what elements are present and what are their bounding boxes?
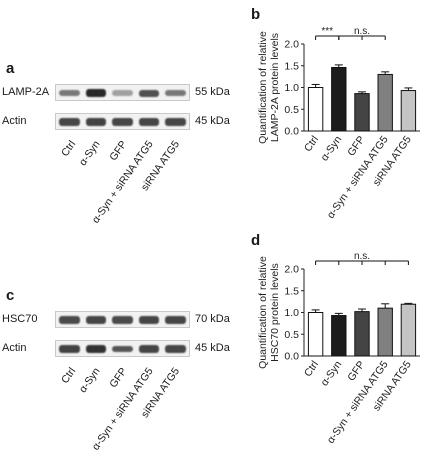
blot-band: [85, 89, 107, 97]
x-tick-label: α-Syn: [319, 134, 345, 164]
y-tick-label: 1.5: [284, 60, 299, 72]
blot-band: [112, 118, 133, 126]
significance-label: n.s.: [354, 251, 370, 262]
bar: [377, 307, 393, 357]
blot-band: [59, 118, 80, 126]
y-tick-label: 1.0: [284, 307, 299, 319]
bar: [354, 93, 370, 132]
x-tick-label: α-Syn + siRNA ATG5: [325, 134, 391, 221]
panel-letter-b: b: [251, 6, 261, 23]
blot-strip: [55, 113, 190, 130]
blot-kda-label: 45 kDa: [195, 342, 230, 354]
blot-band: [85, 345, 107, 353]
blot-band: [165, 89, 186, 97]
y-tick-label: 0.5: [284, 104, 299, 116]
blot-strip: [55, 84, 190, 101]
y-axis-label: LAMP-2A protein levels: [269, 33, 281, 142]
y-tick-label: 2.0: [284, 39, 299, 51]
blot-band: [112, 90, 133, 96]
blot-kda-label: 70 kDa: [195, 313, 230, 325]
x-tick-label: siRNA ATG5: [371, 359, 414, 414]
x-tick-label: α-Syn: [319, 359, 345, 389]
blot-strip: [55, 340, 190, 357]
y-tick-label: 0.0: [284, 351, 299, 363]
blot-row-label: HSC70: [2, 313, 38, 325]
blot-band: [112, 345, 133, 353]
blot-band: [138, 345, 160, 353]
blot-band: [165, 345, 186, 353]
blot-band: [112, 316, 133, 324]
bar: [400, 303, 417, 357]
y-axis-label: Quantification of relative: [257, 31, 269, 144]
x-tick-label: GFP: [345, 134, 367, 159]
blot-band: [59, 345, 80, 353]
blot-band: [138, 89, 160, 97]
blot-band: [59, 316, 80, 324]
y-tick-label: 1.5: [284, 285, 299, 297]
x-tick-label: siRNA ATG5: [371, 134, 414, 189]
y-tick-label: 2.0: [284, 264, 299, 276]
y-tick-label: 0.0: [284, 126, 299, 138]
blot-strip: [55, 311, 190, 328]
blot-kda-label: 45 kDa: [195, 115, 230, 127]
western-blot-c: HSC70 70 kDa Actin 45 kDa Ctrl α-Syn GFP…: [2, 311, 230, 453]
blot-band: [85, 316, 107, 324]
western-blot-a: LAMP-2A 55 kDa Actin 45 kDa Ctrl α-Syn G…: [0, 0, 245, 230]
panel-letter-d: d: [251, 232, 261, 249]
y-axis-label: HSC70 protein levels: [269, 263, 281, 362]
y-axis-label: Quantification of relative: [257, 256, 269, 369]
bar: [307, 312, 324, 357]
blot-band: [85, 118, 107, 126]
blot-band: [59, 89, 80, 97]
blot-row-label: Actin: [2, 115, 27, 127]
blot-row-label: Actin: [2, 342, 27, 354]
bar: [331, 66, 347, 132]
blot-kda-label: 55 kDa: [195, 86, 230, 98]
bar: [400, 90, 417, 132]
panel-letter-c: c: [6, 287, 15, 304]
x-tick-label: α-Syn + siRNA ATG5: [325, 359, 391, 446]
lane-label: GFP: [107, 365, 130, 391]
lane-label: α-Syn: [77, 365, 103, 396]
blot-row-label: LAMP-2A: [2, 86, 50, 98]
blot-band: [138, 316, 160, 324]
x-tick-label: Ctrl: [302, 359, 321, 379]
blot-band: [165, 118, 186, 126]
lane-label: Ctrl: [58, 365, 78, 386]
x-tick-label: GFP: [345, 359, 367, 384]
bar: [307, 87, 324, 132]
significance-label: n.s.: [354, 26, 370, 37]
blot-band: [138, 118, 160, 126]
bar: [354, 311, 370, 357]
panel-letter-a: a: [6, 60, 15, 77]
blot-band: [165, 316, 186, 324]
bar: [331, 315, 347, 357]
y-tick-label: 0.5: [284, 329, 299, 341]
significance-label: ***: [321, 26, 333, 37]
bar: [377, 73, 393, 132]
x-tick-label: Ctrl: [302, 134, 321, 154]
y-tick-label: 1.0: [284, 82, 299, 94]
